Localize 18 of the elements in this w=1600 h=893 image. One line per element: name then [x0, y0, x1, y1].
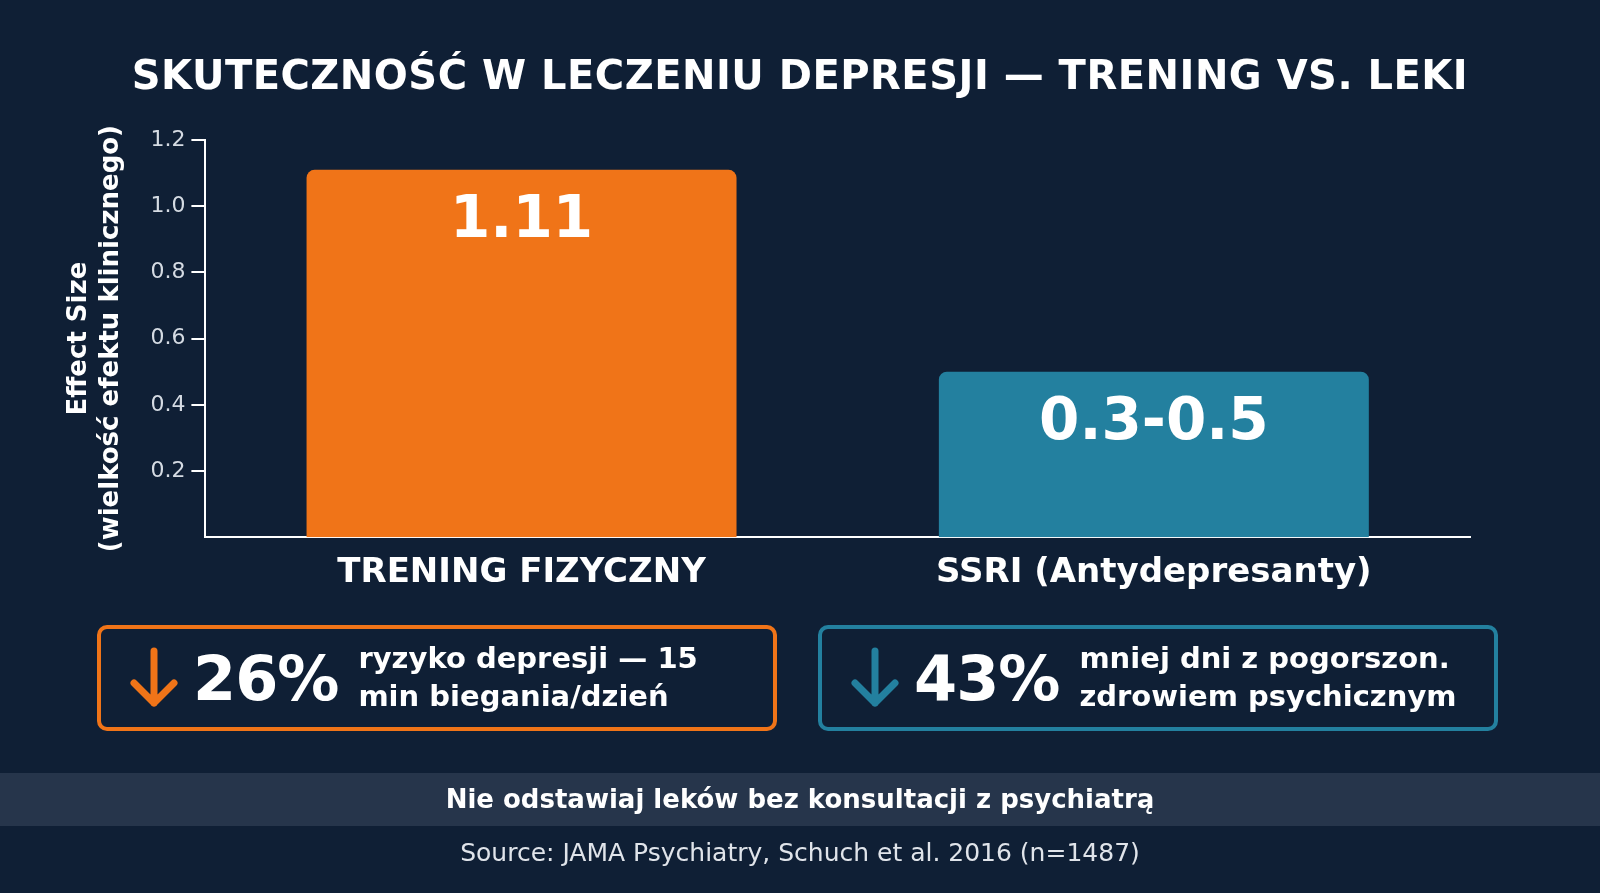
text: 26% — [193, 641, 339, 715]
y-tick-label: 0.2 — [150, 456, 186, 482]
source-note: Source: JAMA Psychiatry, Schuch et al. 2016 (n=1487) — [459, 838, 1141, 867]
x-tick-label: SSRI (Antydepresanty) — [936, 550, 1372, 591]
text: 43% — [914, 641, 1060, 715]
y-tick-label: 0.6 — [150, 324, 186, 350]
data-label: 1.11 — [449, 182, 594, 251]
text: mniej dni z pogorszon. zdrowiem psychicznym — [1079, 640, 1458, 715]
y-tick-label: 0.4 — [150, 390, 186, 416]
text: Nie odstawiaj leków bez konsultacji z psychiatrą — [0, 773, 1600, 826]
chart-title: SKUTECZNOŚĆ W LECZENIU DEPRESJI — TRENING VS. LEKI — [130, 52, 1470, 98]
y-axis-title: Effect Size (wielkość efektu klinicznego) — [62, 125, 124, 553]
y-tick-label: 1.2 — [150, 125, 186, 151]
y-tick-label: 0.8 — [150, 258, 186, 284]
data-label: 0.3-0.5 — [1039, 384, 1269, 453]
y-tick-label: 1.0 — [150, 191, 186, 217]
x-tick-label: TRENING FIZYCZNY — [337, 550, 707, 591]
text: ryzyko depresji — 15 min biegania/dzień — [358, 640, 699, 715]
